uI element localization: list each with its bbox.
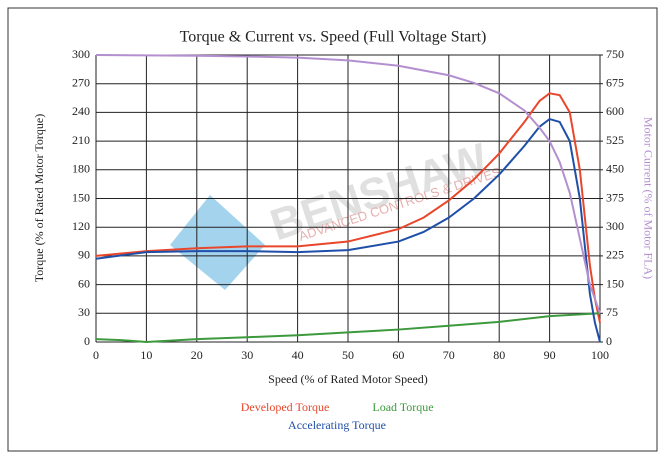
- x-tick-label: 10: [140, 348, 152, 362]
- x-tick-label: 40: [292, 348, 304, 362]
- x-tick-label: 80: [493, 348, 505, 362]
- logo: [170, 195, 265, 290]
- x-tick-label: 50: [342, 348, 354, 362]
- y-tick-label: 150: [72, 190, 90, 204]
- series-line: [95, 117, 601, 343]
- y2-tick-label: 600: [606, 104, 624, 118]
- y-tick-label: 120: [72, 219, 90, 233]
- series-line: [95, 54, 601, 314]
- y2-tick-label: 450: [606, 162, 624, 176]
- y2-tick-label: 750: [606, 47, 624, 61]
- y2-tick-label: 75: [606, 305, 618, 319]
- x-tick-label: 60: [392, 348, 404, 362]
- y-tick-label: 240: [72, 104, 90, 118]
- y-tick-label: 300: [72, 47, 90, 61]
- x-tick-label: 70: [443, 348, 455, 362]
- y-tick-label: 30: [78, 305, 90, 319]
- y-tick-label: 90: [78, 248, 90, 262]
- y-axis-label: Torque (% of Rated Motor Torque): [32, 114, 46, 282]
- y-tick-label: 180: [72, 162, 90, 176]
- series-line: [95, 92, 601, 324]
- y2-tick-label: 225: [606, 248, 624, 262]
- y-tick-label: 0: [84, 334, 90, 348]
- frame: [7, 7, 658, 452]
- y2-tick-label: 525: [606, 133, 624, 147]
- y2-tick-label: 375: [606, 190, 624, 204]
- legend-entry: Load Torque: [372, 400, 433, 414]
- series-line: [95, 312, 601, 344]
- chart-title: Torque & Current vs. Speed (Full Voltage…: [180, 29, 487, 46]
- x-axis-label: Speed (% of Rated Motor Speed): [268, 372, 428, 386]
- legend-entry: Developed Torque: [241, 400, 330, 414]
- x-tick-label: 100: [591, 348, 609, 362]
- y2-axis-label: Motor Current (% of Motor FLA): [641, 117, 655, 279]
- x-tick-label: 90: [544, 348, 556, 362]
- y2-tick-label: 150: [606, 276, 624, 290]
- y-tick-label: 270: [72, 75, 90, 89]
- y-tick-label: 210: [72, 133, 90, 147]
- y2-tick-label: 0: [606, 334, 612, 348]
- legend-entry: Accelerating Torque: [288, 418, 386, 432]
- x-tick-label: 30: [241, 348, 253, 362]
- x-tick-label: 20: [191, 348, 203, 362]
- y-tick-label: 60: [78, 276, 90, 290]
- x-tick-label: 0: [93, 348, 99, 362]
- y2-tick-label: 675: [606, 75, 624, 89]
- y2-tick-label: 300: [606, 219, 624, 233]
